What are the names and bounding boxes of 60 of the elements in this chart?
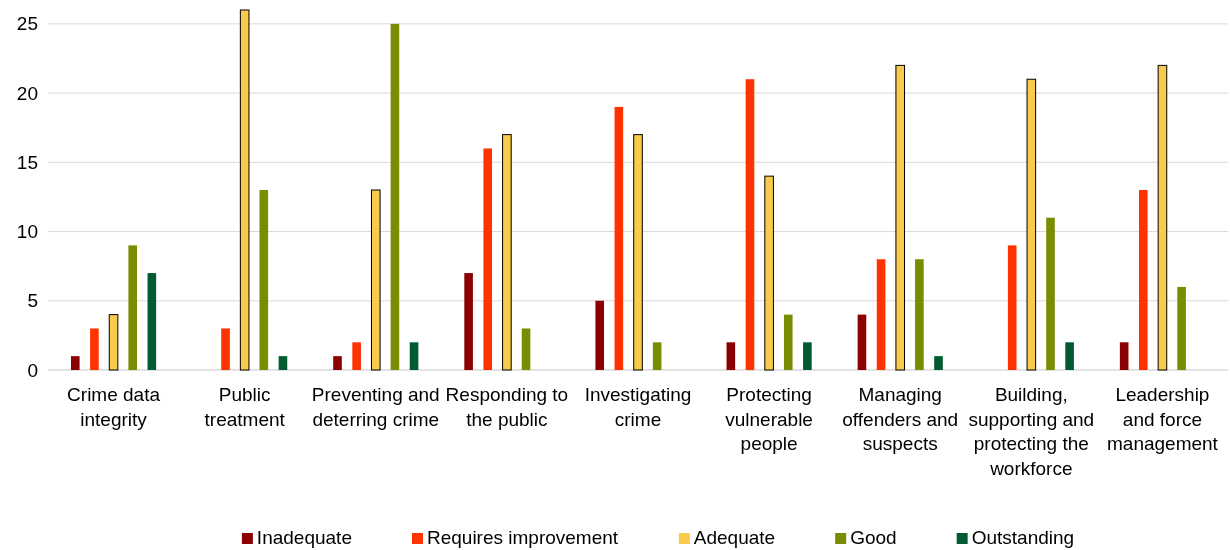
bar (895, 64, 906, 371)
bar (521, 328, 531, 370)
bar (483, 148, 493, 370)
bar (803, 342, 812, 370)
bar (1119, 342, 1129, 370)
legend-label: Requires improvement (426, 527, 619, 548)
x-tick-label: Preventing and deterring crime (311, 384, 440, 430)
x-tick-label: Protecting vulnerable people (725, 384, 813, 454)
bar (1177, 286, 1186, 370)
y-tick-label: 10 (16, 221, 38, 243)
bar (915, 259, 924, 370)
bar (1139, 190, 1148, 370)
legend-label: Outstanding (971, 527, 1075, 548)
bar (614, 106, 624, 370)
x-tick-label: Leadership and force management (1106, 384, 1219, 454)
bar (390, 23, 400, 370)
bar (1065, 342, 1074, 370)
x-tick-label: Public treatment (204, 384, 286, 430)
bar (764, 175, 774, 371)
legend-label: Inadequate (256, 527, 352, 548)
y-tick-label: 25 (16, 13, 38, 35)
bar (90, 328, 99, 370)
x-tick-label: Responding to the public (445, 384, 569, 430)
bar (409, 342, 419, 370)
bar (1046, 217, 1055, 370)
bar (128, 245, 137, 370)
y-tick-label: 15 (16, 151, 38, 173)
bar (370, 189, 381, 371)
bar (652, 342, 662, 370)
bar (1007, 245, 1017, 370)
bar (934, 356, 943, 370)
bar (147, 273, 157, 370)
bar (633, 134, 643, 371)
bar (108, 314, 119, 371)
bar (70, 356, 80, 370)
bar (464, 273, 473, 370)
bar (278, 356, 288, 370)
legend-label: Adequate (693, 527, 776, 548)
bar (1157, 64, 1168, 371)
y-tick-label: 20 (16, 82, 38, 104)
bar (783, 314, 793, 370)
bar (745, 79, 755, 370)
x-tick-label: Managing offenders and suspects (842, 384, 959, 454)
bar (259, 190, 269, 370)
bar (876, 259, 886, 370)
x-tick-label: Crime data integrity (67, 384, 161, 430)
bar (1026, 78, 1037, 371)
bar (502, 134, 512, 371)
bar (726, 342, 736, 370)
bar (595, 300, 605, 370)
bar (857, 314, 867, 370)
bar (352, 342, 361, 370)
bar (221, 328, 230, 370)
legend-label: Good (850, 527, 897, 548)
y-tick-label: 0 (27, 359, 38, 381)
y-tick-label: 5 (27, 290, 38, 312)
bar (333, 356, 342, 370)
x-tick-label: Building, supporting and protecting the workforce (968, 384, 1095, 479)
bar (239, 9, 250, 371)
x-tick-label: Investigating crime (584, 384, 692, 430)
